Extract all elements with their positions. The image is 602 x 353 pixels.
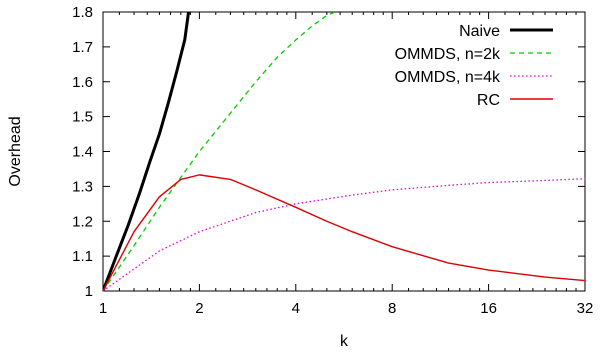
axis-ticks: 1 2 4 8 16 32 1 1.1 1.2 1.3 1.4 1.5 1.6 1.7 1.8 [72,4,593,317]
y-tick-label: 1.4 [72,144,93,161]
x-tick-label: 4 [292,300,300,317]
x-tick-label: 8 [388,300,396,317]
x-tick-label: 1 [99,300,107,317]
legend-label: RC [477,92,500,109]
legend-label: Naive [459,23,500,40]
legend: Naive OMMDS, n=2k OMMDS, n=4k RC [395,23,553,109]
series-line-2 [103,178,585,292]
y-tick-label: 1.5 [72,109,93,126]
x-axis-title: k [340,333,349,350]
series-line-1 [103,11,336,292]
y-tick-label: 1.2 [72,213,93,230]
x-tick-label: 32 [577,300,594,317]
series-line-3 [103,174,585,292]
y-tick-label: 1.1 [72,248,93,265]
x-tick-label: 2 [195,300,203,317]
series-layer [103,11,585,292]
y-tick-label: 1.8 [72,4,93,21]
y-tick-label: 1.3 [72,178,93,195]
y-tick-label: 1.7 [72,39,93,56]
y-axis-title: Overhead [7,116,24,186]
legend-label: OMMDS, n=4k [395,69,501,86]
x-tick-label: 16 [480,300,497,317]
y-tick-label: 1 [85,283,93,300]
legend-label: OMMDS, n=2k [395,46,501,63]
series-line-0 [103,11,191,292]
y-tick-label: 1.6 [72,74,93,91]
plot-frame [102,11,586,292]
